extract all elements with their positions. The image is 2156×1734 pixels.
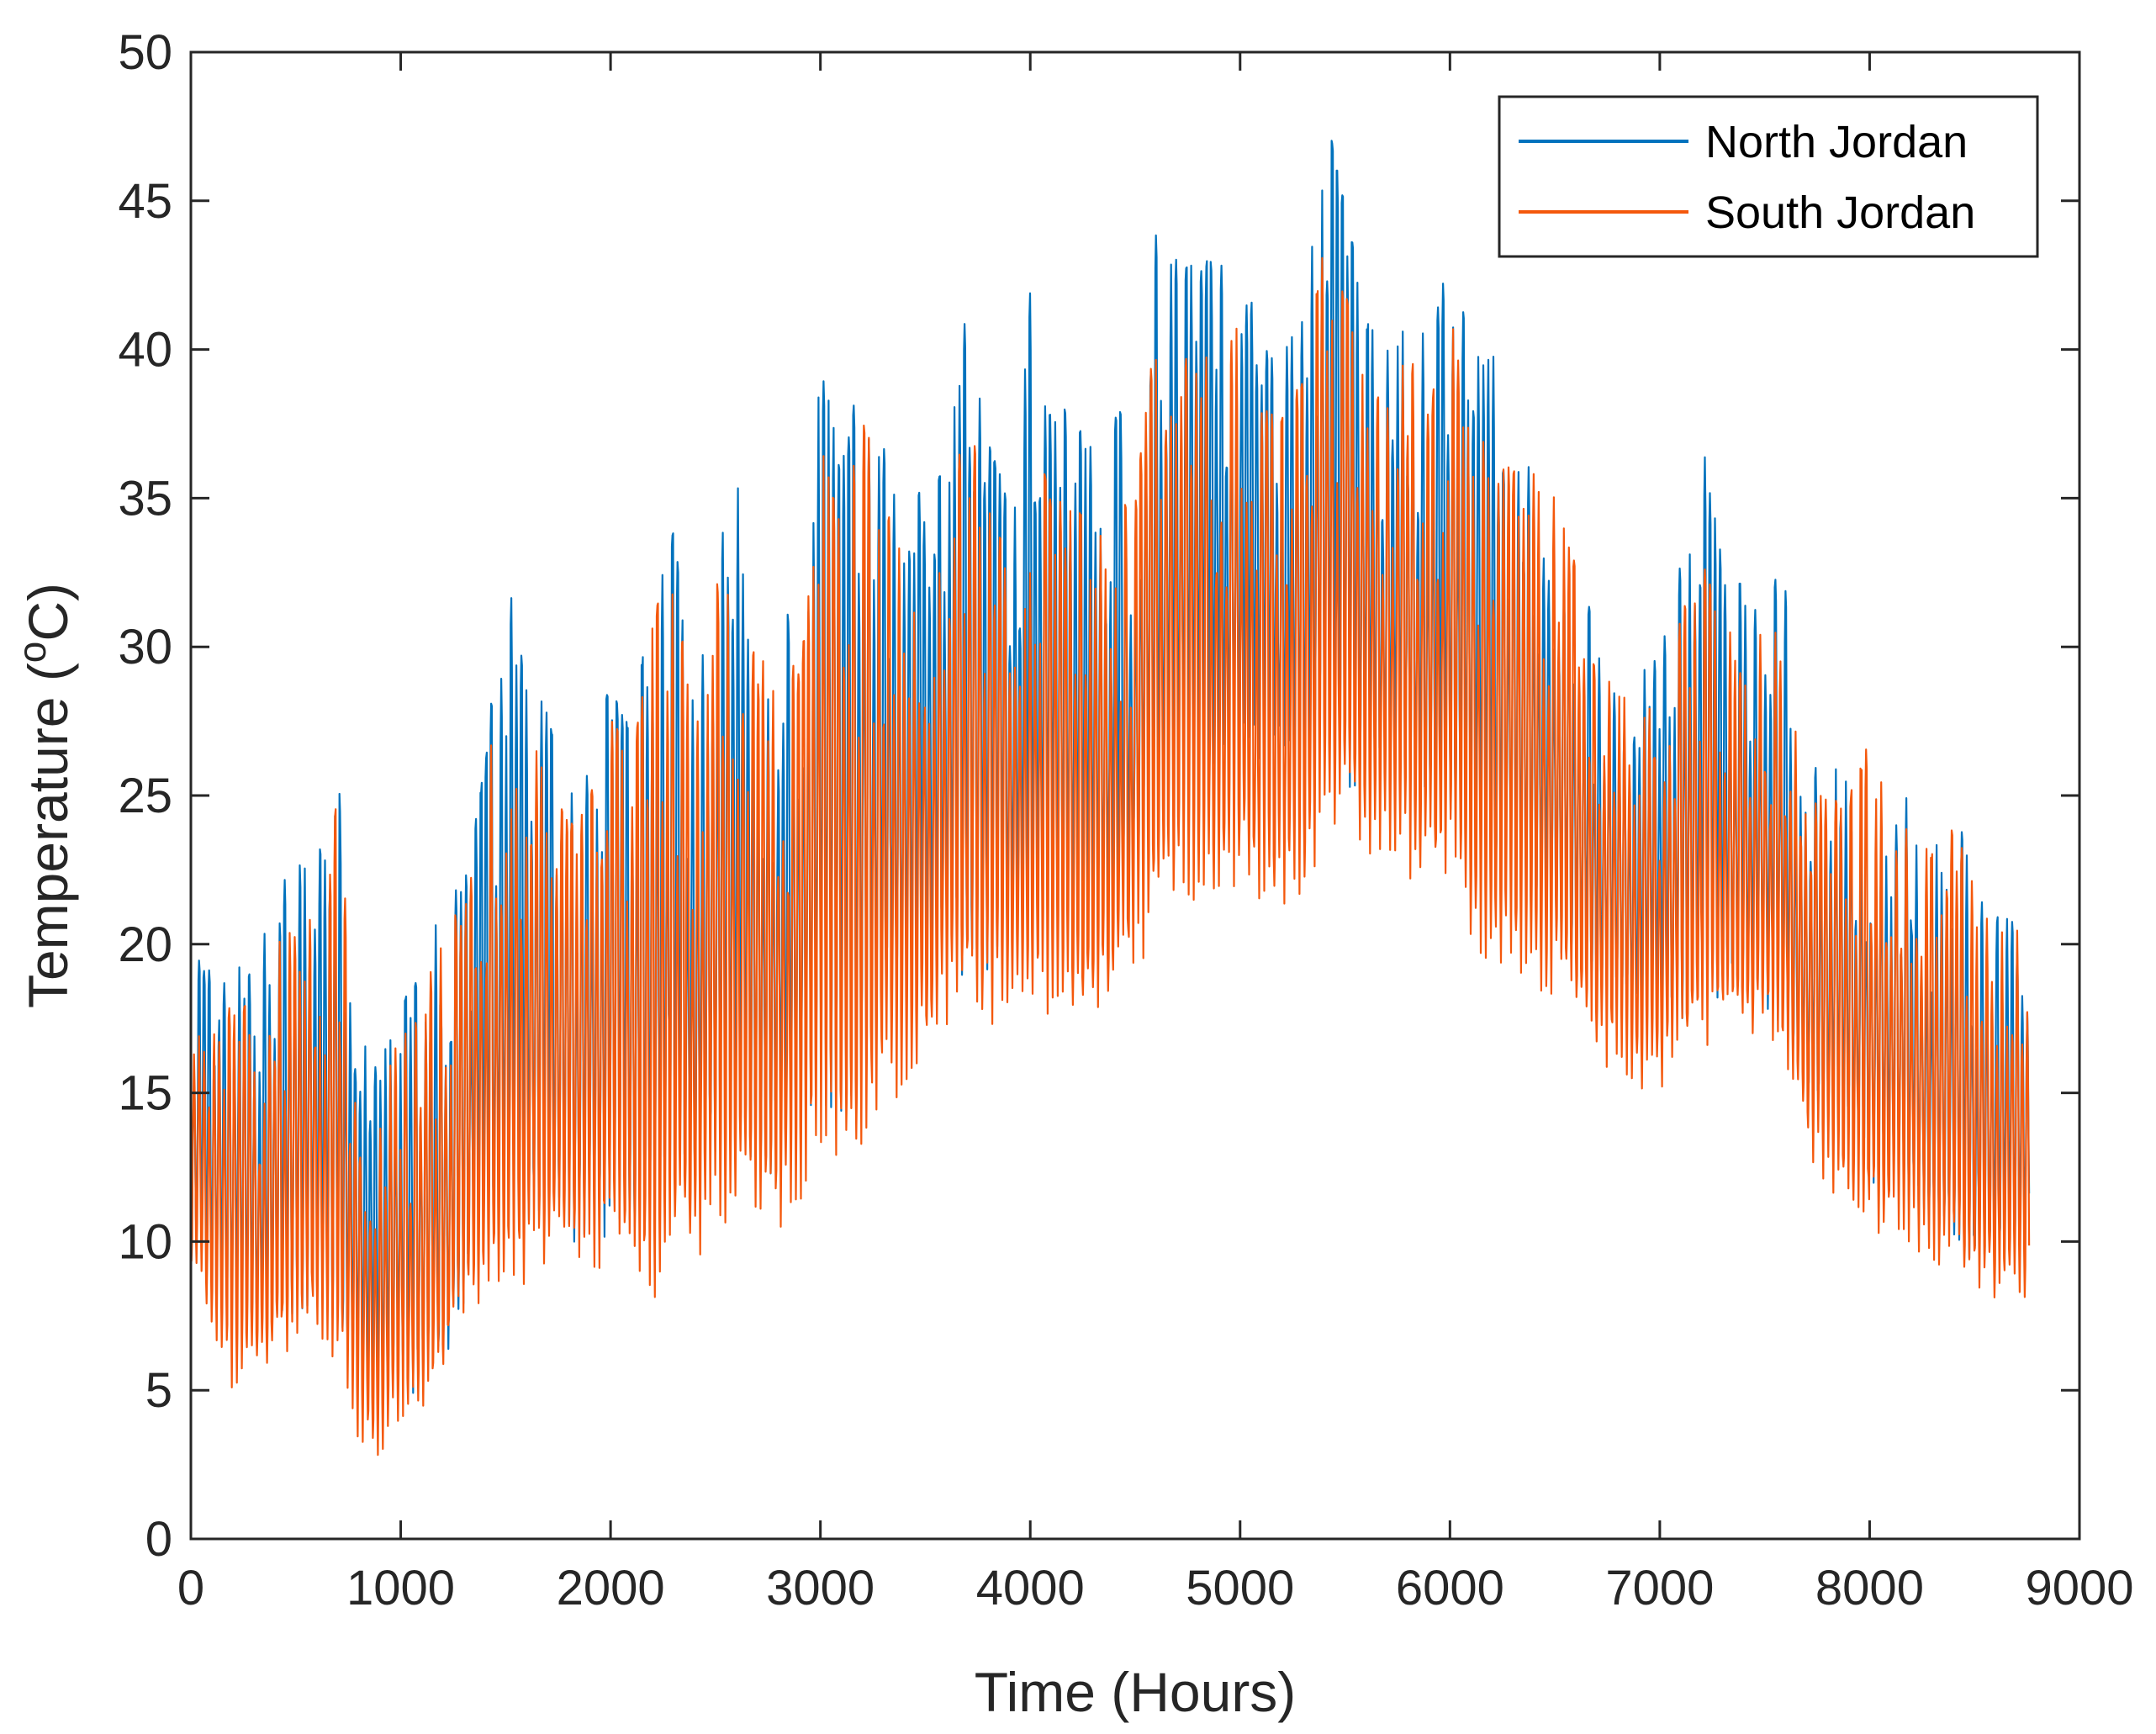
- y-tick-label: 45: [118, 174, 172, 229]
- y-tick-label: 0: [145, 1512, 172, 1567]
- x-tick-label: 8000: [1815, 1561, 1924, 1615]
- y-tick-label: 15: [118, 1066, 172, 1121]
- y-tick-label: 5: [145, 1363, 172, 1418]
- legend: North Jordan South Jordan: [1498, 95, 2039, 258]
- y-tick-label: 25: [118, 769, 172, 823]
- y-axis-title-end: C): [17, 583, 79, 642]
- y-tick-label: 20: [118, 917, 172, 972]
- legend-label-south-jordan: South Jordan: [1705, 188, 1975, 238]
- x-tick-label: 4000: [976, 1561, 1085, 1615]
- y-tick-label: 40: [118, 323, 172, 378]
- series-line-south-jordan: [191, 256, 2031, 1456]
- x-tick-label: 1000: [346, 1561, 455, 1615]
- y-tick-label: 10: [118, 1214, 172, 1269]
- x-axis-title: Time (Hours): [975, 1661, 1297, 1723]
- x-tick-label: 6000: [1396, 1561, 1504, 1615]
- x-tick-label: 0: [177, 1561, 204, 1615]
- legend-box: [1498, 95, 2039, 258]
- x-tick-label: 3000: [766, 1561, 875, 1615]
- y-axis-title-main: Temperature (: [17, 663, 79, 1008]
- y-axis-title-superscript: o: [10, 642, 54, 663]
- x-tick-label: 9000: [2025, 1561, 2133, 1615]
- x-tick-label: 7000: [1605, 1561, 1714, 1615]
- y-tick-label: 35: [118, 471, 172, 526]
- y-tick-label: 30: [118, 620, 172, 674]
- legend-label-north-jordan: North Jordan: [1705, 117, 1968, 167]
- x-tick-label: 2000: [557, 1561, 665, 1615]
- y-axis-title: Temperature (oC): [10, 583, 79, 1008]
- y-tick-label: 50: [118, 25, 172, 80]
- x-tick-label: 5000: [1186, 1561, 1294, 1615]
